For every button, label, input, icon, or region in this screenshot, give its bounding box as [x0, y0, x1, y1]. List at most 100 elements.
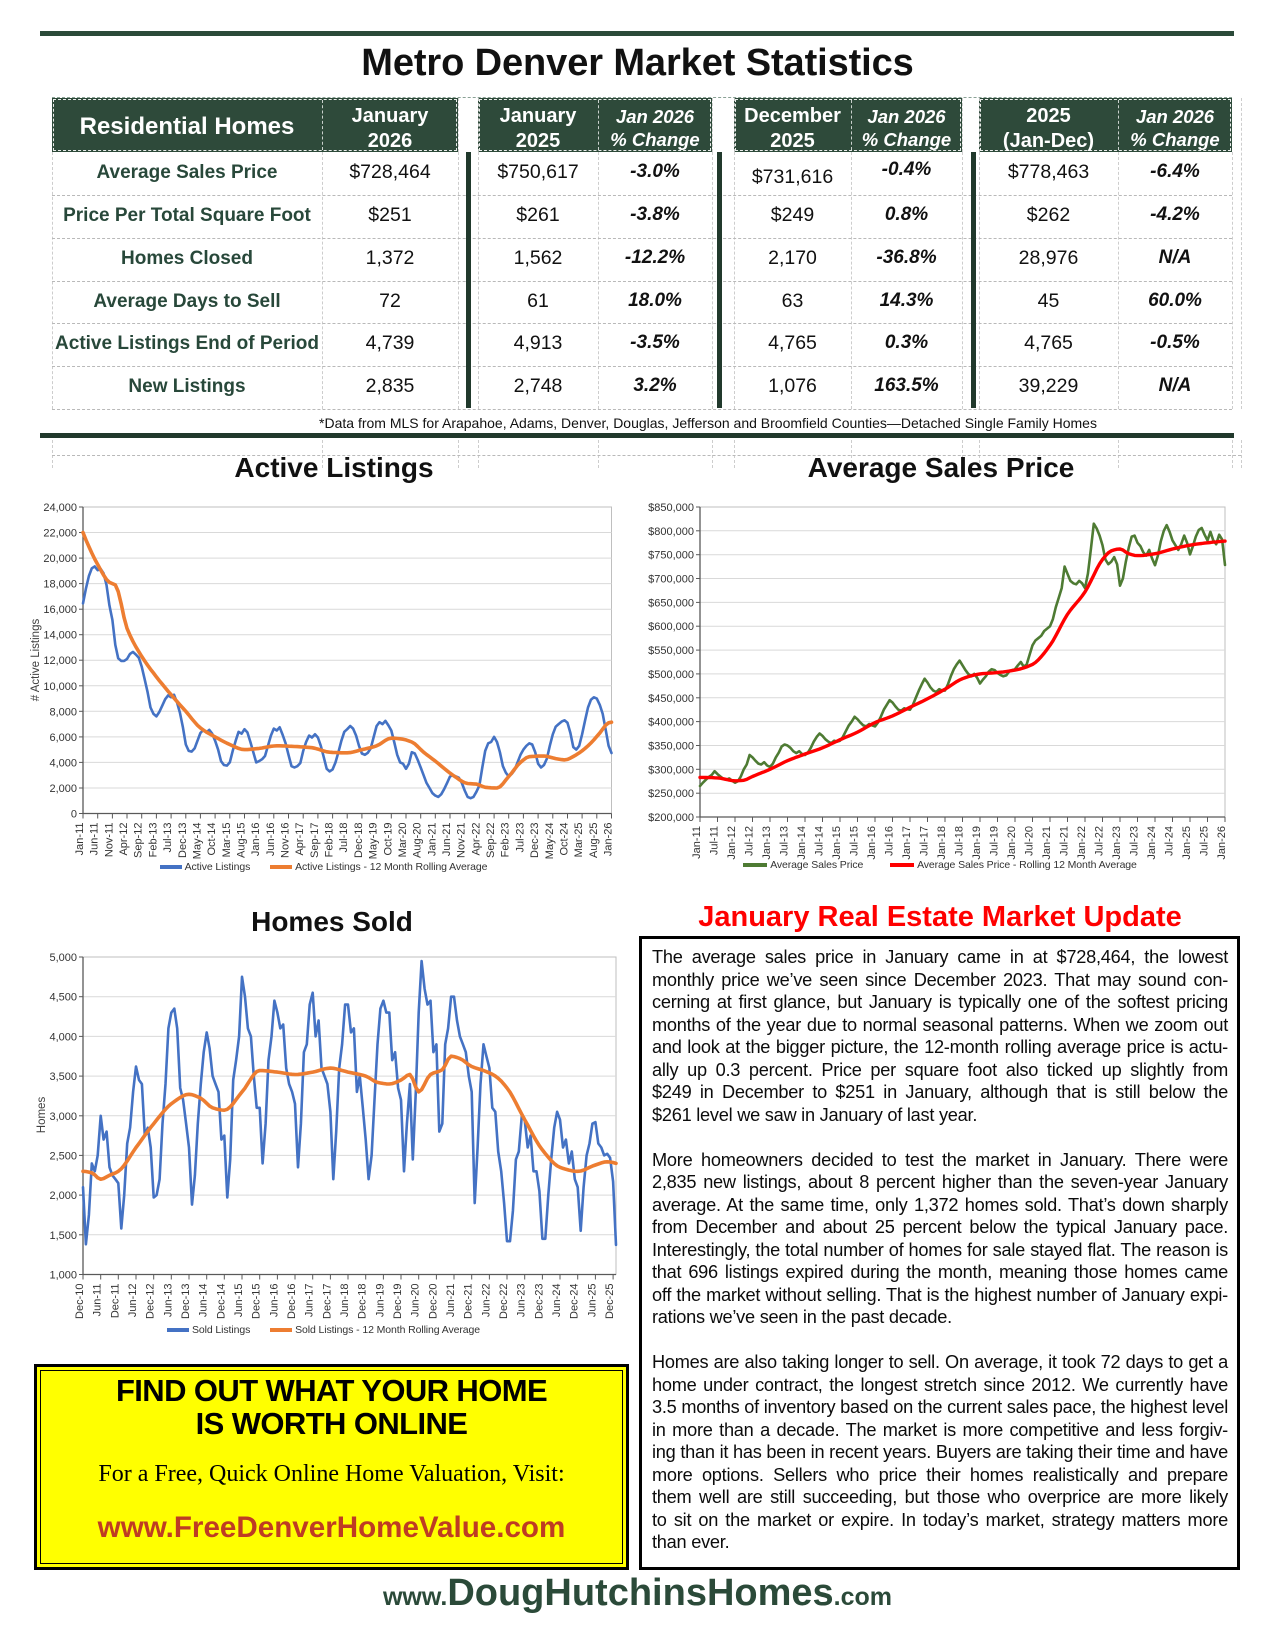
svg-text:Apr-12: Apr-12: [118, 823, 130, 856]
svg-text:Feb-18: Feb-18: [324, 823, 336, 858]
svg-text:Jan-14: Jan-14: [796, 826, 808, 860]
svg-text:Nov-11: Nov-11: [103, 823, 115, 858]
svg-text:3,000: 3,000: [49, 1111, 77, 1123]
svg-text:Dec-18: Dec-18: [353, 823, 365, 858]
svg-text:Jan-24: Jan-24: [1146, 826, 1158, 860]
svg-text:Jan-25: Jan-25: [1181, 826, 1193, 860]
svg-text:4,000: 4,000: [49, 757, 77, 769]
svg-text:Jun-18: Jun-18: [339, 1284, 351, 1318]
svg-text:Jan-19: Jan-19: [971, 826, 983, 860]
svg-text:Jul-23: Jul-23: [1129, 826, 1141, 856]
svg-text:Dec-12: Dec-12: [145, 1284, 157, 1319]
svg-text:Dec-11: Dec-11: [109, 1284, 121, 1319]
svg-text:6,000: 6,000: [49, 732, 77, 744]
svg-text:Aug-15: Aug-15: [236, 823, 248, 858]
svg-text:Sep-17: Sep-17: [309, 823, 321, 858]
svg-text:2,500: 2,500: [49, 1150, 77, 1162]
svg-text:Jun-24: Jun-24: [551, 1284, 563, 1318]
svg-text:2,000: 2,000: [49, 783, 77, 795]
svg-text:Jun-21: Jun-21: [445, 1284, 457, 1318]
svg-text:Jul-12: Jul-12: [744, 826, 756, 856]
svg-text:$450,000: $450,000: [648, 693, 694, 705]
svg-text:Jul-11: Jul-11: [709, 826, 721, 855]
svg-text:Jul-17: Jul-17: [919, 826, 931, 856]
svg-text:Jun-12: Jun-12: [127, 1284, 139, 1318]
svg-text:$850,000: $850,000: [648, 502, 694, 514]
svg-text:2,000: 2,000: [49, 1190, 77, 1202]
svg-text:Jan-20: Jan-20: [1006, 826, 1018, 860]
svg-text:Jun-16: Jun-16: [268, 1284, 280, 1318]
svg-text:Jan-21: Jan-21: [426, 823, 438, 857]
svg-text:Mar-15: Mar-15: [221, 823, 233, 858]
svg-text:0: 0: [71, 809, 77, 821]
svg-text:22,000: 22,000: [43, 528, 77, 540]
svg-text:May-19: May-19: [368, 823, 380, 860]
svg-text:$300,000: $300,000: [648, 764, 694, 776]
svg-text:20,000: 20,000: [43, 553, 77, 565]
svg-text:16,000: 16,000: [43, 604, 77, 616]
svg-text:$750,000: $750,000: [648, 550, 694, 562]
svg-text:4,500: 4,500: [49, 992, 77, 1004]
svg-text:Jun-16: Jun-16: [265, 823, 277, 857]
svg-text:Oct-14: Oct-14: [206, 823, 218, 856]
svg-text:Nov-16: Nov-16: [280, 823, 292, 858]
svg-text:$800,000: $800,000: [648, 526, 694, 538]
svg-text:Dec-20: Dec-20: [427, 1284, 439, 1319]
svg-text:Jun-13: Jun-13: [162, 1284, 174, 1318]
svg-text:Jan-16: Jan-16: [250, 823, 262, 857]
svg-text:$500,000: $500,000: [648, 669, 694, 681]
svg-text:$650,000: $650,000: [648, 597, 694, 609]
svg-text:Jul-25: Jul-25: [1199, 826, 1211, 856]
svg-text:Jan-17: Jan-17: [901, 826, 913, 860]
svg-text:Mar-25: Mar-25: [573, 823, 585, 858]
svg-text:Jun-25: Jun-25: [586, 1284, 598, 1318]
svg-text:Jul-18: Jul-18: [338, 823, 350, 853]
svg-text:8,000: 8,000: [49, 706, 77, 718]
svg-text:Jul-23: Jul-23: [514, 823, 526, 853]
svg-text:14,000: 14,000: [43, 630, 77, 642]
svg-text:Apr-17: Apr-17: [294, 823, 306, 856]
svg-text:Dec-25: Dec-25: [604, 1284, 616, 1319]
svg-text:Jun-14: Jun-14: [198, 1284, 210, 1318]
svg-text:Homes: Homes: [36, 1097, 48, 1134]
svg-text:24,000: 24,000: [43, 502, 77, 514]
svg-text:Jan-18: Jan-18: [936, 826, 948, 860]
svg-text:Dec-16: Dec-16: [286, 1284, 298, 1319]
svg-text:May-14: May-14: [191, 823, 203, 860]
svg-text:1,000: 1,000: [49, 1270, 77, 1282]
svg-text:4,000: 4,000: [49, 1031, 77, 1043]
svg-text:Jul-18: Jul-18: [954, 826, 966, 856]
svg-text:Jun-22: Jun-22: [480, 1284, 492, 1318]
svg-text:12,000: 12,000: [43, 655, 77, 667]
svg-text:$600,000: $600,000: [648, 621, 694, 633]
svg-text:Aug-25: Aug-25: [588, 823, 600, 858]
svg-text:Dec-23: Dec-23: [533, 1284, 545, 1319]
svg-text:10,000: 10,000: [43, 681, 77, 693]
svg-text:Dec-23: Dec-23: [529, 823, 541, 858]
svg-text:Oct-24: Oct-24: [559, 823, 571, 856]
svg-text:Dec-13: Dec-13: [180, 1284, 192, 1319]
svg-text:Oct-19: Oct-19: [382, 823, 394, 856]
svg-text:Dec-14: Dec-14: [215, 1284, 227, 1319]
svg-text:May-24: May-24: [544, 823, 556, 860]
svg-text:Dec-24: Dec-24: [569, 1284, 581, 1319]
svg-text:Dec-22: Dec-22: [498, 1284, 510, 1319]
svg-text:1,500: 1,500: [49, 1230, 77, 1242]
svg-text:Jun-11: Jun-11: [89, 823, 101, 856]
svg-text:Jul-15: Jul-15: [849, 826, 861, 856]
svg-text:Jul-24: Jul-24: [1164, 826, 1176, 856]
svg-text:Jan-13: Jan-13: [761, 826, 773, 860]
svg-text:$400,000: $400,000: [648, 717, 694, 729]
svg-text:Mar-20: Mar-20: [397, 823, 409, 858]
svg-text:Jan-23: Jan-23: [1111, 826, 1123, 860]
svg-text:Jul-21: Jul-21: [1059, 826, 1071, 856]
svg-text:Jun-11: Jun-11: [92, 1284, 104, 1317]
svg-text:Apr-22: Apr-22: [470, 823, 482, 856]
svg-text:$700,000: $700,000: [648, 574, 694, 586]
svg-text:Dec-18: Dec-18: [357, 1284, 369, 1319]
svg-text:Jan-26: Jan-26: [603, 823, 615, 857]
svg-text:Jun-21: Jun-21: [441, 823, 453, 857]
svg-text:Jul-13: Jul-13: [779, 826, 791, 856]
svg-text:Jan-11: Jan-11: [74, 823, 86, 856]
svg-text:Jan-12: Jan-12: [726, 826, 738, 860]
